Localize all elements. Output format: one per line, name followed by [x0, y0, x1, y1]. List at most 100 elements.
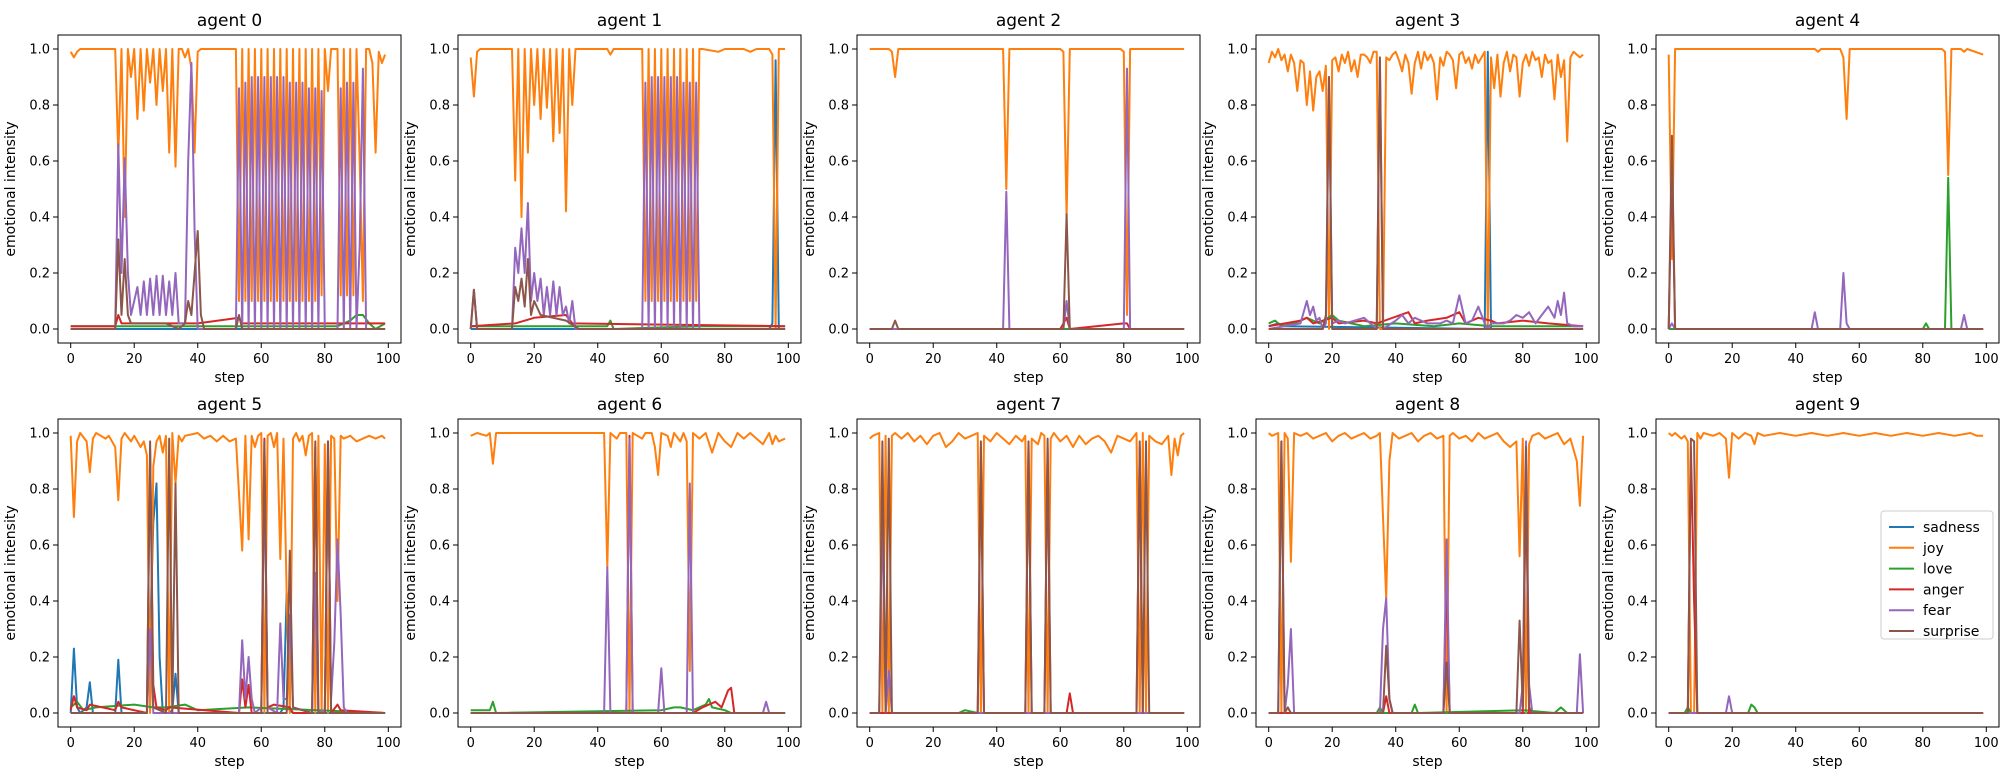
y-axis-label: emotional intensity [1601, 505, 1617, 640]
y-tick-label: 1.0 [1627, 43, 1648, 58]
line-surprise [869, 437, 1185, 714]
x-tick-label: 100 [776, 352, 801, 367]
legend-label-love: love [1923, 562, 1952, 578]
line-joy [470, 432, 786, 714]
line-joy [1267, 48, 1584, 330]
y-tick-label: 0.2 [29, 267, 50, 282]
x-tick-label: 20 [1324, 736, 1341, 751]
axes-frame [1255, 34, 1600, 344]
y-tick-label: 0.2 [29, 651, 50, 666]
x-tick-label: 100 [1974, 736, 1999, 751]
x-tick-label: 0 [467, 352, 475, 367]
y-tick-label: 0.2 [828, 651, 849, 666]
line-anger [869, 316, 1185, 330]
x-tick-label: 60 [1851, 352, 1868, 367]
y-tick-label: 0.4 [29, 211, 50, 226]
y-axis-label: emotional intensity [1201, 121, 1217, 256]
y-tick-label: 1.0 [429, 427, 450, 442]
legend-label-anger: anger [1923, 582, 1964, 598]
subplot-title: agent 4 [1795, 11, 1860, 31]
legend-label-fear: fear [1923, 603, 1951, 619]
x-tick-label: 40 [589, 736, 606, 751]
x-tick-label: 60 [653, 352, 670, 367]
axes-frame [57, 418, 402, 728]
x-axis-label: step [614, 754, 644, 770]
x-tick-label: 60 [1451, 736, 1468, 751]
x-tick-label: 40 [988, 736, 1005, 751]
line-joy [869, 48, 1185, 316]
y-axis-label: emotional intensity [403, 505, 419, 640]
y-tick-label: 0.4 [429, 211, 450, 226]
x-tick-label: 20 [1324, 352, 1341, 367]
y-tick-label: 0.8 [828, 483, 849, 498]
y-tick-label: 0.0 [1627, 323, 1648, 338]
x-tick-label: 0 [1265, 736, 1273, 751]
x-axis-label: step [214, 370, 244, 386]
y-tick-label: 0.2 [429, 651, 450, 666]
y-tick-label: 0.8 [29, 483, 50, 498]
x-tick-label: 60 [1451, 352, 1468, 367]
subplot-1: agent 1 0 20 40 60 80 100 0.0 0.2 0.4 0.6 0.8 1.0 ste… [403, 11, 802, 386]
line-love [1268, 703, 1584, 714]
y-tick-label: 1.0 [1627, 427, 1648, 442]
y-tick-label: 0.6 [1227, 539, 1248, 554]
x-axis-label: step [1412, 754, 1442, 770]
subplot-8: agent 8 0 20 40 60 80 100 0.0 0.2 0.4 0.6 0.8 1.0 ste… [1201, 395, 1600, 770]
y-tick-label: 0.6 [429, 155, 450, 170]
x-tick-label: 80 [317, 352, 334, 367]
line-surprise [469, 258, 786, 330]
y-tick-label: 0.8 [1227, 483, 1248, 498]
x-tick-label: 80 [1515, 352, 1532, 367]
y-tick-label: 1.0 [828, 43, 849, 58]
x-tick-label: 40 [1387, 352, 1404, 367]
x-tick-label: 0 [866, 352, 874, 367]
line-sadness [1268, 50, 1584, 330]
y-tick-label: 0.4 [828, 211, 849, 226]
axes-frame [57, 34, 402, 344]
x-tick-label: 0 [1265, 352, 1273, 367]
subplot-4: agent 4 0 20 40 60 80 100 0.0 0.2 0.4 0.6 0.8 1.0 ste… [1601, 11, 2000, 386]
x-tick-label: 100 [1574, 352, 1599, 367]
y-tick-label: 0.2 [1627, 651, 1648, 666]
x-tick-label: 40 [988, 352, 1005, 367]
x-tick-label: 20 [126, 352, 143, 367]
x-tick-label: 20 [925, 352, 942, 367]
y-tick-label: 1.0 [429, 43, 450, 58]
series-group [469, 48, 786, 330]
series-group [869, 432, 1185, 714]
axes-frame [856, 418, 1201, 728]
x-tick-label: 100 [1175, 736, 1200, 751]
line-fear [1268, 440, 1585, 714]
x-tick-label: 80 [717, 352, 734, 367]
y-tick-label: 0.8 [1627, 99, 1648, 114]
y-tick-label: 0.0 [828, 707, 849, 722]
subplot-title: agent 6 [597, 395, 662, 415]
line-surprise [1667, 134, 1984, 330]
y-tick-label: 1.0 [29, 43, 50, 58]
y-tick-label: 1.0 [29, 427, 50, 442]
y-tick-label: 0.0 [1627, 707, 1648, 722]
legend: sadness joy love anger fear surprise [1880, 510, 1994, 640]
y-tick-label: 0.0 [1227, 707, 1248, 722]
subplot-7: agent 7 0 20 40 60 80 100 0.0 0.2 0.4 0.6 0.8 1.0 ste… [802, 395, 1201, 770]
y-tick-label: 0.2 [1227, 267, 1248, 282]
x-axis-label: step [1013, 754, 1043, 770]
line-anger [1268, 474, 1584, 714]
y-tick-label: 0.4 [1227, 595, 1248, 610]
y-tick-label: 0.0 [29, 707, 50, 722]
x-tick-label: 0 [866, 736, 874, 751]
x-tick-label: 40 [189, 736, 206, 751]
x-tick-label: 20 [526, 352, 543, 367]
subplot-9: agent 9 0 20 40 60 80 100 0.0 0.2 0.4 0.6 0.8 1.0 ste… [1601, 395, 2000, 770]
x-tick-label: 100 [1974, 352, 1999, 367]
series-group [1668, 432, 1984, 714]
axes-frame [1655, 34, 2000, 344]
x-axis-label: step [614, 370, 644, 386]
x-axis-label: step [1412, 370, 1442, 386]
x-tick-label: 100 [1574, 736, 1599, 751]
line-surprise [1668, 437, 1984, 714]
subplot-5: agent 5 0 20 40 60 80 100 0.0 0.2 0.4 0.6 0.8 1.0 ste… [3, 395, 402, 770]
legend-label-joy: joy [1922, 541, 1944, 557]
subplot-3: agent 3 0 20 40 60 80 100 0.0 0.2 0.4 0.6 0.8 1.0 ste… [1201, 11, 1600, 386]
subplot-0: agent 0 0 20 40 60 80 100 0.0 0.2 0.4 0.6 0.8 1.0 ste… [3, 11, 402, 386]
